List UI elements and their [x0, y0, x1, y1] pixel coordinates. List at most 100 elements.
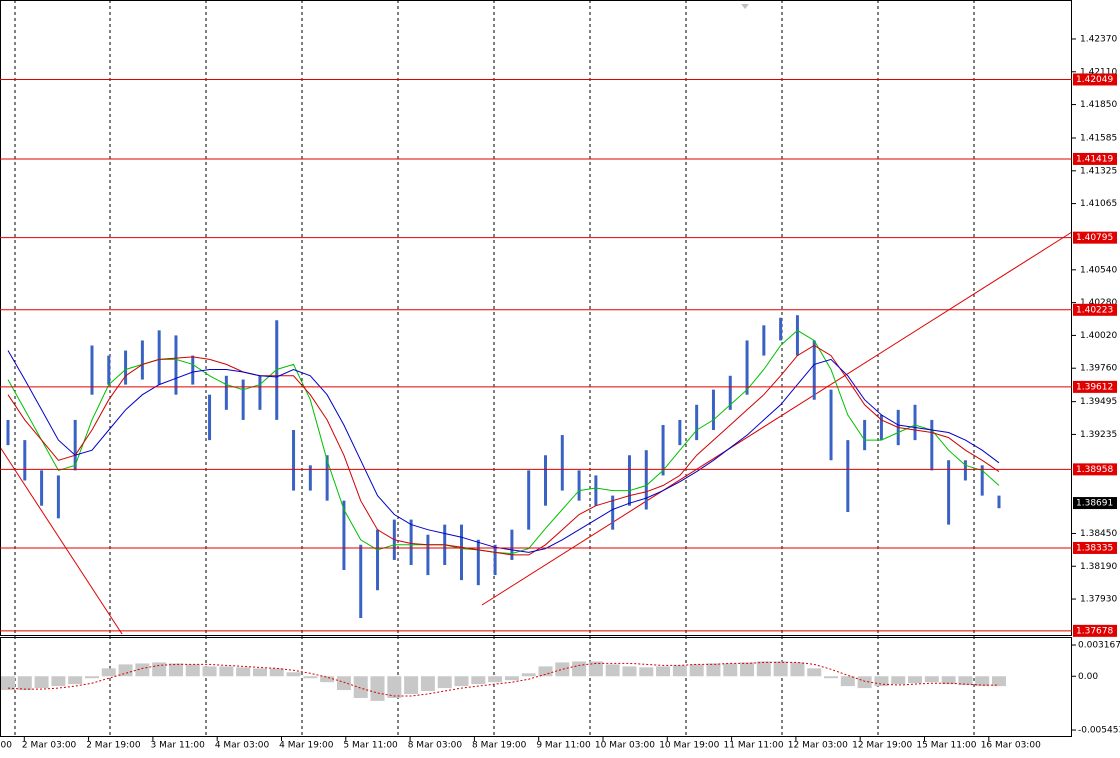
- level-label-box: [1073, 73, 1117, 86]
- indicator-bar: [252, 668, 267, 677]
- indicator-tick-label: 0.003167: [1078, 641, 1120, 651]
- level-label: 1.40795: [1076, 233, 1113, 243]
- y-tick-label: 1.37930: [1080, 595, 1117, 605]
- y-tick-label: 1.41850: [1080, 100, 1117, 110]
- indicator-bar: [353, 676, 368, 698]
- indicator-bar: [975, 676, 990, 687]
- indicator-bar: [387, 676, 402, 698]
- level-label-box: [1073, 231, 1117, 244]
- indicator-bar: [538, 666, 553, 677]
- x-tick-label: 00: [1, 741, 13, 751]
- indicator-bar: [286, 672, 301, 677]
- indicator-bar: [84, 676, 99, 679]
- indicator-bar: [118, 664, 133, 677]
- indicator-bar: [236, 667, 251, 677]
- indicator-bar: [488, 676, 503, 683]
- x-tick-label: 3 Mar 11:00: [151, 741, 206, 751]
- indicator-bar: [572, 661, 587, 677]
- signal-line: [7, 661, 999, 697]
- y-tick-label: 1.42370: [1080, 34, 1117, 44]
- level-label: 1.41419: [1076, 154, 1113, 164]
- indicator-bar: [874, 676, 889, 687]
- x-tick-label: 12 Mar 19:00: [852, 741, 912, 751]
- level-label-box: [1073, 380, 1117, 393]
- indicator-bar: [303, 676, 318, 679]
- indicator-bar: [605, 664, 620, 677]
- indicator-bar: [555, 662, 570, 677]
- level-label: 1.38958: [1076, 465, 1113, 475]
- indicator-bar: [471, 676, 486, 685]
- level-label: 1.40223: [1076, 305, 1113, 315]
- period-separators: [14, 0, 975, 737]
- y-tick-label: 1.40280: [1080, 298, 1117, 308]
- level-label-box: [1073, 463, 1117, 476]
- level-label: 1.39612: [1076, 382, 1113, 392]
- indicator-bar: [807, 668, 822, 677]
- y-tick-label: 1.39495: [1080, 397, 1117, 407]
- y-tick-label: 1.39235: [1080, 430, 1117, 440]
- x-tick-label: 10 Mar 03:00: [595, 741, 655, 751]
- main-pane-frame: [0, 0, 1072, 636]
- x-tick-label: 11 Mar 11:00: [724, 741, 784, 751]
- y-tick-label: 1.42110: [1080, 67, 1117, 77]
- indicator-bar: [891, 676, 906, 685]
- x-tick-label: 8 Mar 03:00: [408, 741, 463, 751]
- indicator-bar: [941, 676, 956, 685]
- indicator-pane-frame: [0, 637, 1072, 737]
- indicator-bar: [51, 676, 66, 687]
- indicator-bar: [622, 666, 637, 677]
- level-label: 1.42049: [1076, 75, 1113, 85]
- indicator-bar: [101, 668, 116, 677]
- current-price-box: [1073, 497, 1117, 510]
- indicator-bar: [152, 662, 167, 677]
- indicator-bar: [219, 666, 234, 677]
- indicator-bar: [723, 663, 738, 677]
- y-tick-label: 1.38450: [1080, 529, 1117, 539]
- indicator-bar: [17, 676, 32, 691]
- indicator-bar: [689, 664, 704, 677]
- indicator-tick-label: -0.005453: [1078, 726, 1120, 736]
- indicator-bar: [202, 666, 217, 677]
- indicator-bar: [908, 676, 923, 684]
- x-tick-label: 10 Mar 19:00: [659, 741, 719, 751]
- indicator-bar: [824, 676, 839, 679]
- indicator-bar: [857, 676, 872, 689]
- level-label-box: [1073, 152, 1117, 165]
- indicator-bar: [773, 661, 788, 677]
- level-label: 1.38335: [1076, 543, 1113, 553]
- indicator-bar: [420, 676, 435, 692]
- x-tick-label: 2 Mar 19:00: [86, 741, 141, 751]
- y-tick-label: 1.40020: [1080, 331, 1117, 341]
- indicator-bar: [840, 676, 855, 687]
- y-tick-label: 1.39760: [1080, 364, 1117, 374]
- level-label-box: [1073, 303, 1117, 316]
- y-tick-label: 1.38190: [1080, 562, 1117, 572]
- level-label-box: [1073, 541, 1117, 554]
- indicator-bar: [656, 666, 671, 677]
- indicator-bar: [34, 676, 49, 689]
- indicator-bar: [370, 676, 385, 701]
- indicator-bar: [706, 663, 721, 677]
- indicator-bar: [135, 663, 150, 677]
- moving-average: [7, 344, 1000, 556]
- indicator-bar: [454, 676, 469, 687]
- indicator-bar: [1, 676, 15, 691]
- indicator-bar: [790, 662, 805, 677]
- moving-average: [7, 329, 1000, 555]
- indicator-bar: [924, 676, 939, 683]
- x-tick-label: 4 Mar 19:00: [279, 741, 334, 751]
- shift-marker: [741, 4, 749, 9]
- x-tick-label: 15 Mar 11:00: [916, 741, 976, 751]
- indicator-bar: [68, 676, 83, 685]
- indicator-bar: [168, 663, 183, 677]
- y-tick-label: 1.40540: [1080, 265, 1117, 275]
- indicator-bar: [639, 667, 654, 677]
- indicator-bar: [521, 673, 536, 677]
- x-tick-label: 2 Mar 03:00: [22, 741, 77, 751]
- indicator-tick-label: 0.00: [1078, 672, 1098, 682]
- level-label: 1.37678: [1076, 626, 1113, 636]
- indicator-bar: [756, 661, 771, 677]
- current-price-label: 1.38691: [1076, 499, 1113, 509]
